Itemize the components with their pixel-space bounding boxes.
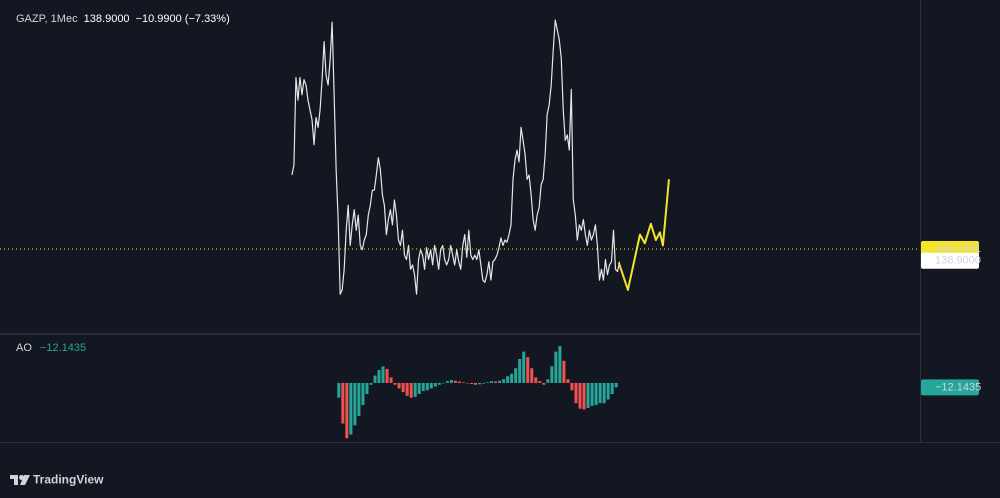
indicator-header: AO −12.1435 [16,342,86,354]
ao-bar [598,382,602,404]
ao-bar [365,382,369,394]
ao-bar [586,382,590,409]
ao-bar [421,382,425,392]
ao-bar [429,382,433,389]
indicator-value-label: −12.1435 [935,381,981,393]
ao-bar [510,373,514,383]
ao-bar [574,382,578,404]
marks-layer [0,19,920,439]
ao-bar [522,351,526,383]
ao-bar [602,382,606,404]
ao-bar [433,382,437,387]
ao-bar [550,366,554,383]
ao-bar [478,382,482,385]
ao-bar [449,379,453,383]
ao-bar [361,382,365,406]
ao-bar [490,381,494,383]
ao-bar [566,379,570,383]
ao-bar [542,382,546,385]
ao-bar [546,379,550,383]
ao-bar [570,382,574,391]
ao-bar [445,381,449,383]
ao-bar [538,381,542,383]
ao-bar [473,382,477,385]
last-price-label: 138.9000 [935,255,981,267]
ao-bar [590,382,594,406]
ao-bar [409,382,413,398]
indicator-value: −12.1435 [40,342,86,354]
ao-bar [353,382,357,426]
symbol-header: GAZP, 1Мес 138.9000 −10.9900 (−7.33%) [16,13,230,25]
ao-bar [385,368,389,383]
ao-bar [425,382,429,391]
ao-bar [562,360,566,383]
ao-bar [506,376,510,383]
ao-bar [486,382,490,383]
ao-bar [405,382,409,396]
ao-bar [357,382,361,417]
ao-bar [578,382,582,409]
ao-bar [341,382,345,424]
ao-bar [393,382,397,385]
ao-bar [373,375,377,383]
ao-bar [482,382,486,384]
ao-bar [554,351,558,383]
indicator-name: AO [16,342,32,354]
ao-bar [349,382,353,435]
ao-bar [526,357,530,383]
price-level-label: 149.7441 [935,243,981,255]
ao-bar [610,382,614,394]
ao-bar [530,368,534,383]
ao-bar [606,382,610,400]
price-line [617,179,670,291]
ao-bar [518,358,522,383]
ao-bar [337,382,341,398]
ao-bar [453,380,457,383]
last-price: 138.9000 [84,13,130,25]
symbol-name: GAZP, 1Мес [16,13,78,25]
logo-icon [10,475,18,485]
ao-bar [389,377,393,383]
ao-bar [401,382,405,393]
last-price-box [921,252,979,269]
ao-bar [502,379,506,383]
ao-bar [514,368,518,383]
ao-bar [437,382,441,385]
logo-icon [20,475,30,485]
ao-bar [461,382,465,383]
ao-bar [534,377,538,383]
indicator-value-box [921,379,979,396]
ao-bar [381,366,385,383]
ao-bar [369,382,373,385]
ao-bar [494,381,498,383]
ao-bar [465,382,469,384]
ao-bar [558,346,562,383]
ao-bar [377,370,381,383]
ao-bar [417,382,421,394]
ao-bar [441,382,445,384]
logo: TradingView [10,473,104,487]
brand-name: TradingView [33,473,104,487]
ao-bar [498,380,502,383]
ao-bar [594,382,598,406]
ao-bar [469,382,473,385]
price-change: −10.9900 (−7.33%) [136,13,230,25]
ao-bar [345,382,349,439]
ao-bar [457,381,461,383]
price-line [291,19,621,295]
ao-bar [413,382,417,397]
ao-bar [614,382,618,388]
ao-bar [397,382,401,389]
ao-bar [582,382,586,410]
